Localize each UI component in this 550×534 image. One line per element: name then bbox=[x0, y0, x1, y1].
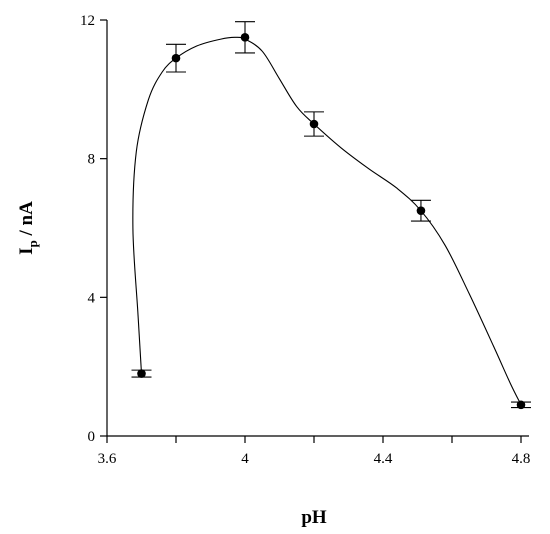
data-point bbox=[516, 400, 526, 410]
x-tick-label: 4 bbox=[241, 451, 249, 467]
y-axis-title-sub: p bbox=[25, 240, 40, 247]
x-tick-label: 3.6 bbox=[98, 451, 117, 467]
x-tick-label: 4.8 bbox=[512, 451, 531, 467]
data-point bbox=[137, 369, 146, 378]
y-tick-label: 0 bbox=[88, 429, 96, 445]
data-point bbox=[416, 206, 426, 215]
y-axis-title-main: I bbox=[16, 247, 37, 254]
error-bars bbox=[131, 21, 531, 409]
y-axis-title-rest: / nA bbox=[16, 201, 37, 240]
y-tick-label: 4 bbox=[88, 290, 96, 306]
y-tick-label: 8 bbox=[88, 152, 96, 168]
data-point bbox=[240, 33, 250, 42]
x-axis-ticks: 3.6 4 4.4 4.8 bbox=[98, 436, 531, 467]
y-tick-label: 12 bbox=[80, 13, 95, 29]
data-points bbox=[137, 33, 526, 410]
y-axis-title: Ip / nA bbox=[16, 201, 40, 255]
x-tick-label: 4.4 bbox=[374, 451, 393, 467]
axes bbox=[106, 20, 529, 437]
fit-curve bbox=[132, 36, 522, 406]
x-axis-title: pH bbox=[301, 507, 327, 528]
data-point bbox=[309, 119, 319, 129]
data-point bbox=[171, 53, 181, 63]
y-axis-ticks: 0 4 8 12 bbox=[80, 13, 107, 445]
